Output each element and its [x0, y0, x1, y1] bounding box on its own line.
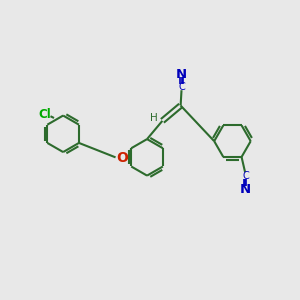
Text: H: H — [150, 113, 158, 124]
Text: O: O — [116, 151, 128, 165]
Text: N: N — [176, 68, 187, 81]
Text: Cl: Cl — [38, 108, 51, 121]
Text: C: C — [242, 171, 249, 181]
Text: N: N — [239, 184, 251, 196]
Text: C: C — [178, 82, 185, 92]
